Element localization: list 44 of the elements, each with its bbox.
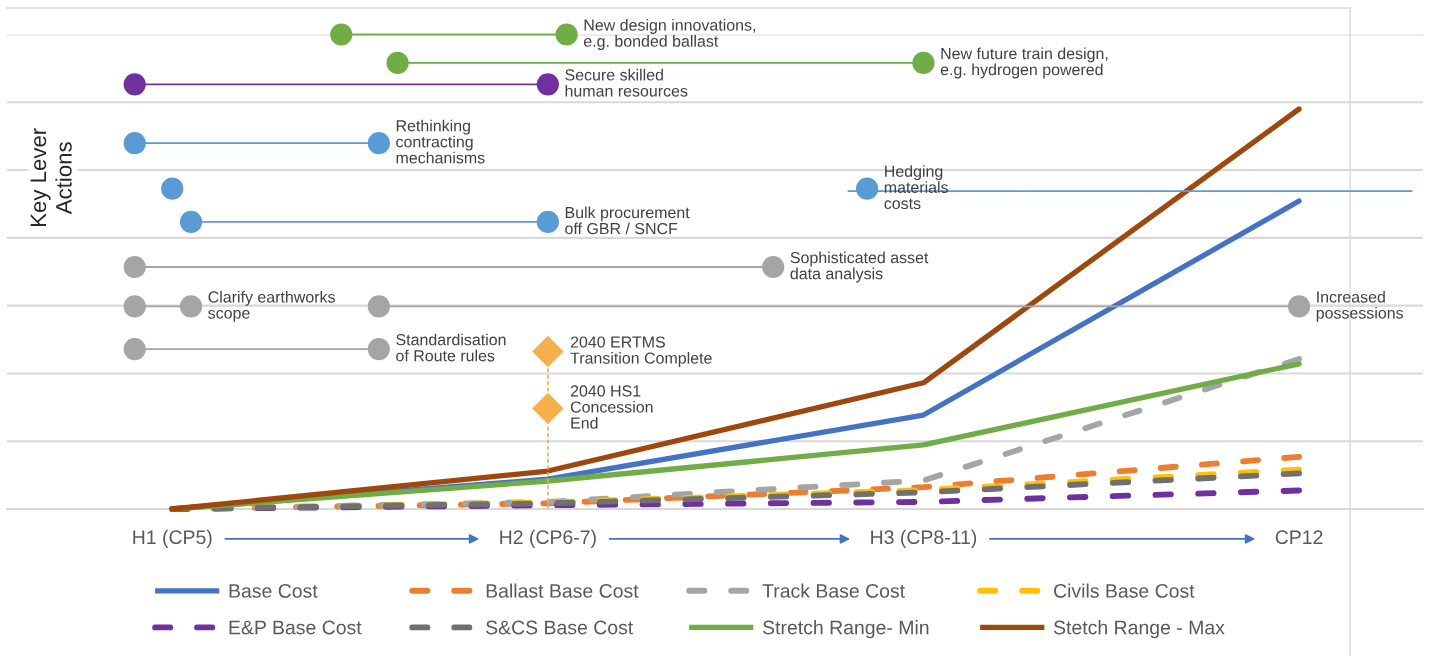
point bbox=[123, 132, 146, 155]
series-label: Clarify earthworks scope bbox=[208, 290, 335, 322]
legend-label: S&CS Base Cost bbox=[486, 620, 634, 635]
point bbox=[123, 255, 146, 279]
series-label: Increased possessions bbox=[1316, 290, 1404, 322]
point bbox=[123, 73, 146, 96]
point bbox=[330, 23, 353, 46]
point bbox=[179, 210, 203, 234]
point bbox=[536, 210, 559, 234]
series-label: New future train design, e.g. hydrogen powered bbox=[940, 47, 1108, 79]
x-tick-label: CP12 bbox=[1275, 530, 1323, 545]
point bbox=[179, 295, 203, 318]
series-label: New design innovations, e.g. bonded ballast bbox=[583, 19, 756, 50]
x-tick-label: H3 (CP8-11) bbox=[871, 529, 977, 548]
point bbox=[762, 255, 785, 279]
series-label: Sophisticated asset data analysis bbox=[790, 251, 929, 283]
legend-label: Track Base Cost bbox=[762, 583, 905, 598]
point bbox=[367, 132, 390, 155]
x-tick-label: H2 (CP6-7) bbox=[500, 529, 596, 548]
series-label: Standardisation of Route rules bbox=[396, 333, 506, 362]
point bbox=[555, 23, 578, 46]
y-axis-title: Key Lever Actions bbox=[30, 128, 72, 226]
point bbox=[912, 51, 935, 75]
point bbox=[161, 177, 184, 200]
legend-label: Ballast Base Cost bbox=[486, 583, 639, 598]
legend-label: Stretch Range- Min bbox=[762, 620, 929, 639]
legend-label: Stetch Range - Max bbox=[1053, 620, 1225, 639]
point bbox=[386, 51, 409, 75]
legend-label: Base Cost bbox=[229, 584, 318, 598]
annotation: 2040 ERTMS Transition Complete bbox=[570, 336, 712, 367]
x-tick-label: H1 (CP5) bbox=[133, 529, 212, 548]
point bbox=[856, 177, 879, 200]
point bbox=[1287, 295, 1311, 318]
point bbox=[123, 337, 146, 361]
point bbox=[367, 295, 390, 318]
legend-label: E&P Base Cost bbox=[229, 620, 362, 635]
annotation: 2040 HS1 Concession End bbox=[570, 385, 653, 429]
legend-label: Civils Base Cost bbox=[1054, 583, 1195, 598]
point bbox=[367, 337, 390, 361]
point bbox=[123, 295, 146, 318]
series-label: Secure skilled human resources bbox=[565, 68, 688, 97]
point bbox=[536, 73, 559, 96]
series-label: Rethinking contracting mechanisms bbox=[396, 119, 485, 164]
series-label: Bulk procurement off GBR / SNCF bbox=[565, 206, 690, 235]
